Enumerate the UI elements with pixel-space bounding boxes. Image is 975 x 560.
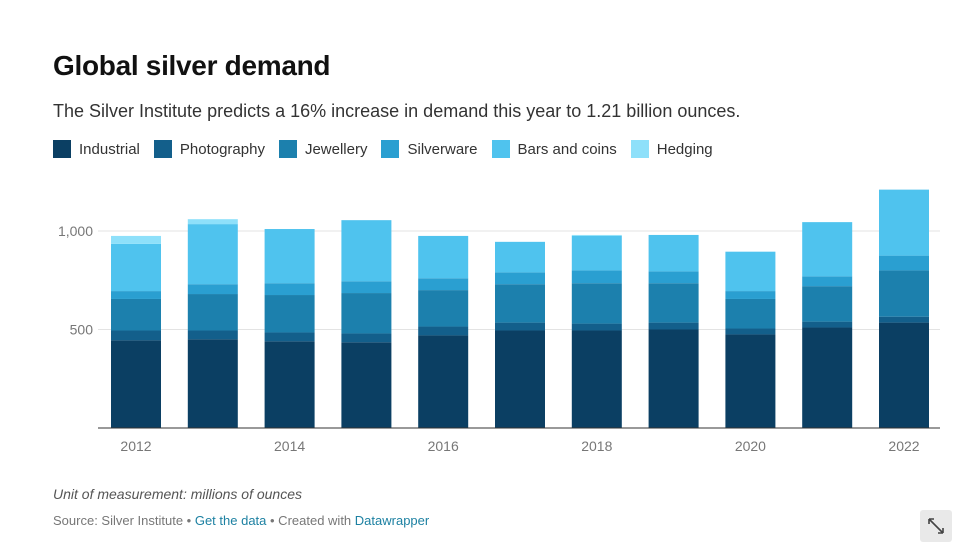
bar-segment-photography-2012 xyxy=(111,330,161,341)
bar-segment-industrial-2021 xyxy=(802,327,853,428)
bar-segment-bars-and-coins-2014 xyxy=(264,229,315,284)
bar-segment-photography-2014 xyxy=(264,332,315,342)
legend-label-industrial: Industrial xyxy=(79,140,140,158)
bar-segment-industrial-2019 xyxy=(648,329,699,428)
legend-swatch-bars-and-coins xyxy=(491,140,510,158)
legend-item-jewellery: Jewellery xyxy=(278,140,368,158)
bar-segment-bars-and-coins-2017 xyxy=(495,241,545,273)
bar-segment-bars-and-coins-2012 xyxy=(111,243,161,292)
bar-segment-silverware-2012 xyxy=(111,291,161,299)
bar-segment-industrial-2018 xyxy=(571,330,622,428)
bar-segment-jewellery-2014 xyxy=(264,295,315,333)
bar-segment-hedging-2013 xyxy=(187,219,238,225)
legend-item-industrial: Industrial xyxy=(53,140,140,158)
bar-segment-jewellery-2020 xyxy=(725,298,776,329)
legend-swatch-industrial xyxy=(53,140,71,158)
legend-label-silverware: Silverware xyxy=(407,140,478,158)
chart-title: Global silver demand xyxy=(53,50,331,81)
chart-legend: Industrial Photography Jewellery Silverw… xyxy=(53,140,727,158)
x-tick-label: 2022 xyxy=(888,438,919,454)
bar-segment-photography-2019 xyxy=(648,322,699,330)
bar-segment-photography-2021 xyxy=(802,321,853,328)
chart-subtitle: The Silver Institute predicts a 16% incr… xyxy=(53,101,741,121)
legend-swatch-jewellery xyxy=(278,140,297,158)
bar-segment-bars-and-coins-2019 xyxy=(648,234,699,272)
bar-segment-jewellery-2012 xyxy=(111,298,161,331)
bar-segment-photography-2022 xyxy=(879,316,929,323)
bar-segment-silverware-2016 xyxy=(418,278,469,291)
legend-swatch-photography xyxy=(153,140,172,158)
x-tick-label: 2014 xyxy=(274,438,305,454)
bar-segment-hedging-2018 xyxy=(571,234,622,236)
bar-segment-hedging-2012 xyxy=(111,235,161,244)
bar-segment-jewellery-2013 xyxy=(187,294,238,331)
chart-footer: Source: Silver Institute • Get the data … xyxy=(53,513,429,528)
bar-segment-jewellery-2022 xyxy=(879,270,929,317)
bar-segment-silverware-2022 xyxy=(879,255,929,271)
datawrapper-link[interactable]: Datawrapper xyxy=(354,513,430,528)
unit-note: Unit of measurement: millions of ounces xyxy=(53,486,302,502)
legend-label-hedging: Hedging xyxy=(656,140,713,158)
bar-segment-jewellery-2019 xyxy=(648,283,699,323)
bar-segment-silverware-2019 xyxy=(648,271,699,284)
bar-segment-silverware-2015 xyxy=(341,281,392,294)
bar-segment-industrial-2016 xyxy=(418,335,469,428)
bar-segment-industrial-2013 xyxy=(187,339,238,428)
bar-segment-jewellery-2017 xyxy=(495,284,545,323)
footer-separator: • xyxy=(183,513,195,528)
legend-item-hedging: Hedging xyxy=(630,140,713,158)
legend-label-jewellery: Jewellery xyxy=(304,140,368,158)
legend-item-silverware: Silverware xyxy=(381,140,478,158)
bar-segment-photography-2020 xyxy=(725,328,776,335)
expand-button[interactable] xyxy=(920,510,952,542)
legend-item-photography: Photography xyxy=(153,140,265,158)
bar-segment-jewellery-2015 xyxy=(341,293,392,334)
bar-segment-photography-2016 xyxy=(418,326,469,336)
y-tick-label: 1,000 xyxy=(58,223,93,239)
legend-swatch-silverware xyxy=(381,140,400,158)
bar-segment-photography-2013 xyxy=(187,330,238,340)
bar-segment-jewellery-2016 xyxy=(418,290,469,327)
bar-segment-bars-and-coins-2015 xyxy=(341,220,392,282)
bar-segment-bars-and-coins-2016 xyxy=(418,235,469,279)
bar-segment-silverware-2013 xyxy=(187,284,238,295)
x-tick-label: 2020 xyxy=(735,438,766,454)
bar-segment-industrial-2014 xyxy=(264,341,315,428)
bar-segment-bars-and-coins-2020 xyxy=(725,251,776,292)
legend-label-bars-and-coins: Bars and coins xyxy=(517,140,617,158)
bar-segment-industrial-2020 xyxy=(725,334,776,428)
bar-segment-photography-2015 xyxy=(341,333,392,343)
legend-swatch-hedging xyxy=(630,140,649,158)
bar-segment-silverware-2021 xyxy=(802,276,853,287)
bar-segment-jewellery-2021 xyxy=(802,286,853,322)
x-tick-label: 2018 xyxy=(581,438,612,454)
bar-segment-industrial-2022 xyxy=(879,322,929,428)
get-the-data-link[interactable]: Get the data xyxy=(194,513,267,528)
legend-item-bars-and-coins: Bars and coins xyxy=(491,140,617,158)
legend-label-photography: Photography xyxy=(179,140,265,158)
bar-segment-photography-2017 xyxy=(495,322,545,331)
bar-segment-silverware-2014 xyxy=(264,283,315,296)
y-tick-label: 500 xyxy=(70,322,94,338)
bar-segment-silverware-2018 xyxy=(571,270,622,284)
expand-icon xyxy=(928,518,944,534)
created-with-text: • Created with xyxy=(266,513,355,528)
x-tick-label: 2016 xyxy=(428,438,459,454)
bar-segment-bars-and-coins-2018 xyxy=(571,235,622,271)
bar-segment-industrial-2015 xyxy=(341,342,392,428)
bar-segment-silverware-2017 xyxy=(495,272,545,285)
bar-segment-industrial-2012 xyxy=(111,340,161,428)
bar-segment-silverware-2020 xyxy=(725,291,776,299)
source-text: Source: Silver Institute xyxy=(53,513,184,528)
x-tick-label: 2012 xyxy=(120,438,151,454)
bar-segment-bars-and-coins-2021 xyxy=(802,222,853,277)
stacked-bar-chart: 500 1,000 2012 2014 2016 2018 2020 2022 xyxy=(58,189,940,454)
bar-segment-industrial-2017 xyxy=(495,330,545,428)
bar-segment-bars-and-coins-2013 xyxy=(187,224,238,285)
bar-segment-jewellery-2018 xyxy=(571,283,622,324)
bar-segment-bars-and-coins-2022 xyxy=(879,189,929,256)
bar-segment-photography-2018 xyxy=(571,323,622,331)
